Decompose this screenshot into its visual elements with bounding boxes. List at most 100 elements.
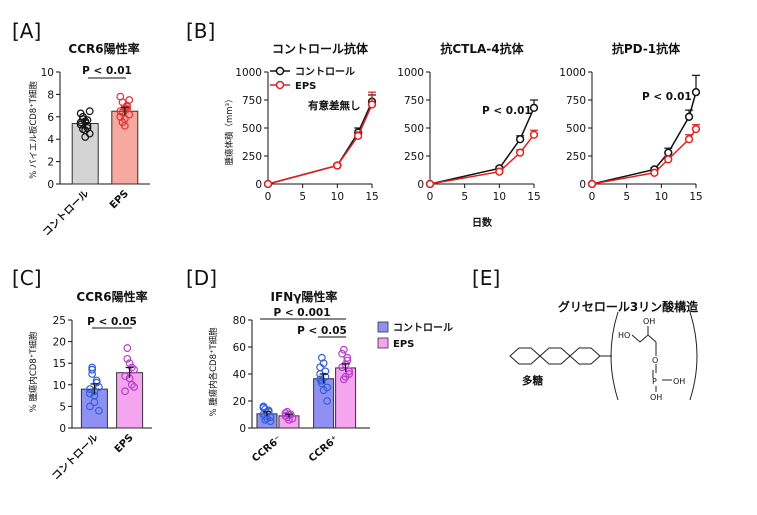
- panel-d-title: IFNγ陽性率: [271, 289, 338, 304]
- panel-c-point: [121, 372, 129, 381]
- panel-a-point: [116, 92, 125, 101]
- panel-c-point: [85, 385, 94, 394]
- panel-d-point: [323, 397, 332, 405]
- panel-b3-series-line: [591, 91, 697, 185]
- panel-c-bar: [80, 388, 108, 429]
- atom-oh-right: OH: [673, 377, 685, 386]
- panel-b2-series-line: [429, 134, 535, 185]
- atom-o: O: [652, 356, 658, 365]
- panel-b3-ytick-label: 250: [566, 151, 586, 163]
- right-bracket: [689, 311, 698, 401]
- panel-b2-point: [529, 103, 539, 112]
- panel-b2-point: [495, 167, 504, 176]
- atom-oh-top: OH: [643, 317, 655, 326]
- panel-d-ytick-label: 80: [233, 315, 246, 327]
- legend-eps-marker: [275, 80, 285, 90]
- panel-a-bar: [71, 123, 99, 185]
- panel-c-point: [92, 378, 101, 387]
- panel-a-ytick-label: 10: [41, 67, 54, 79]
- panel-c-ytick-label: 15: [53, 358, 66, 370]
- panel-label-d: [D]: [186, 266, 217, 290]
- panel-b3-xtick-label: 0: [589, 191, 596, 203]
- hexagon-ring-3: [569, 347, 601, 365]
- panel-b3-xtick-label: 5: [623, 191, 630, 203]
- panel-b2-ytick-label: 1000: [397, 67, 424, 79]
- panel-b2-ytick-label: 250: [404, 151, 424, 163]
- panel-b2-point: [425, 179, 435, 189]
- panel-d-point: [266, 417, 275, 426]
- panel-c-point: [85, 402, 94, 411]
- legend-d-eps-swatch: [377, 337, 389, 349]
- panel-a-point: [118, 108, 127, 117]
- panel-b1-xtick-label: 0: [265, 191, 272, 203]
- chart-marks: 0 2 4 6 8 10 コントロール EPS 0 5 10 15 20 25 コントロール EPS 0 250 5…: [40, 67, 702, 483]
- panel-d-point: [281, 409, 290, 418]
- panel-b2-ytick-label: 500: [404, 123, 424, 135]
- panel-b1-series-line: [267, 104, 373, 185]
- panel-b-xlabel: 日数: [472, 216, 493, 229]
- panel-b3-xtick-label: 15: [689, 191, 702, 203]
- panel-c-point: [88, 365, 97, 374]
- legend-control-label: コントロール: [295, 66, 355, 78]
- panel-b3-ytick-label: 500: [566, 123, 586, 135]
- panel-b3-point: [691, 124, 701, 134]
- panel-c-ytick-label: 20: [53, 337, 66, 349]
- panel-e-polysaccharide-label: 多糖: [522, 374, 543, 387]
- panel-d-point: [339, 375, 348, 384]
- panel-b2-xtick-label: 5: [461, 191, 468, 203]
- panel-c-point: [125, 359, 134, 368]
- legend-d-control-swatch: [377, 321, 389, 333]
- panel-b1-ns-note: 有意差無し: [308, 99, 361, 112]
- legend-eps-label: EPS: [295, 81, 316, 92]
- panel-d-point: [261, 416, 270, 424]
- panel-a-ytick-label: 8: [47, 89, 54, 101]
- panel-b1-ytick-label: 750: [242, 95, 262, 107]
- atom-ho: HO: [618, 331, 630, 340]
- panel-a-bar: [111, 110, 139, 185]
- panel-c-ytick-label: 10: [53, 380, 66, 392]
- panel-d-legend: コントロール EPS: [377, 321, 453, 350]
- panel-b3-point: [650, 168, 659, 177]
- panel-b1-xtick-label: 5: [299, 191, 306, 203]
- panel-d-point: [259, 403, 268, 412]
- panel-b2-ytick-label: 0: [417, 179, 424, 191]
- panel-b2-title: 抗CTLA-4抗体: [440, 41, 524, 56]
- panel-a-pvalue: P < 0.01: [82, 65, 132, 77]
- panel-c-ytick-label: 5: [59, 401, 66, 413]
- panel-b3-point: [587, 179, 597, 189]
- panel-label-b: [B]: [186, 19, 215, 43]
- panel-d-point: [316, 363, 325, 372]
- panel-b3-point: [664, 148, 673, 157]
- panel-a-point: [125, 110, 134, 119]
- panel-b3-ytick-label: 0: [579, 179, 586, 191]
- panel-a-point: [120, 121, 129, 130]
- panel-a-ytick-label: 6: [47, 112, 54, 124]
- panel-b2-xtick-label: 15: [527, 191, 540, 203]
- panel-c-ytick-label: 25: [53, 315, 66, 327]
- hexagon-ring-2: [539, 347, 571, 365]
- panel-b2-ytick-label: 750: [404, 95, 424, 107]
- panel-b2-pvalue: P < 0.01: [482, 105, 532, 117]
- panel-a-ylabel: % パイエル板CD8⁺T細胞: [28, 81, 39, 179]
- panel-b1-legend: コントロール EPS: [270, 66, 355, 92]
- panel-c-bar: [116, 372, 144, 429]
- hexagon-ring-1: [509, 347, 541, 365]
- panel-c-xtick-label: コントロール: [50, 432, 101, 483]
- panel-a-point: [85, 107, 94, 116]
- panel-b1-ytick-label: 1000: [235, 67, 262, 79]
- panel-b3-pvalue: P < 0.01: [642, 91, 692, 103]
- panel-b-ylabel: 腫瘍体積（mm³）: [224, 95, 235, 166]
- left-bracket: [610, 311, 619, 401]
- panel-c-point: [121, 387, 129, 396]
- panel-c-point: [94, 406, 103, 415]
- panel-d-ytick-label: 0: [239, 423, 246, 435]
- panel-d-ytick-label: 40: [233, 369, 246, 381]
- panel-b3-point: [684, 112, 694, 121]
- panel-b1-series-line: [267, 101, 373, 185]
- panel-c-point: [94, 383, 103, 391]
- panel-a-point: [79, 125, 87, 134]
- panel-c-pvalue: P < 0.05: [87, 316, 137, 328]
- panel-e-structure: [509, 311, 698, 401]
- panel-c-ylabel: % 腫瘍内CD8⁺T細胞: [28, 331, 39, 412]
- panel-b1-ytick-label: 0: [255, 179, 262, 191]
